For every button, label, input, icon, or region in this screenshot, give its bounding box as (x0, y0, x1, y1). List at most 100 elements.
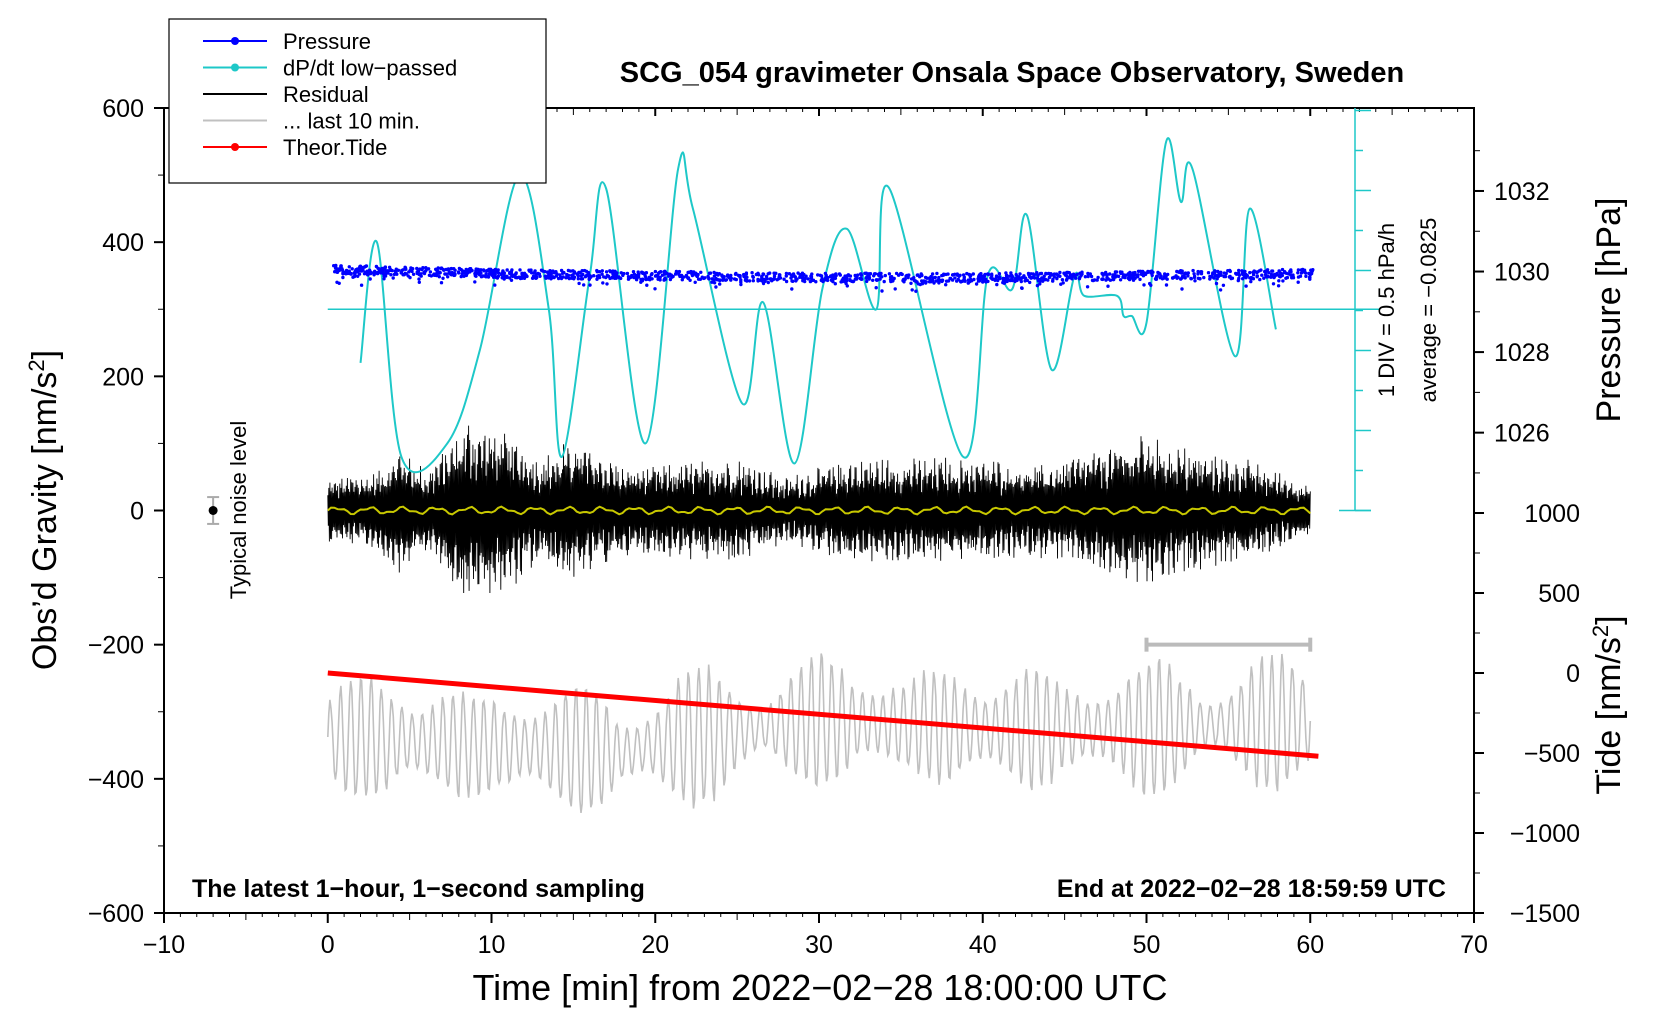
pressure-point (556, 276, 561, 281)
pressure-point (1193, 279, 1197, 283)
pressure-point (739, 278, 743, 282)
pressure-point (801, 275, 805, 279)
pressure-point (1288, 269, 1292, 274)
pressure-point (824, 273, 828, 277)
legend-label: dP/dt low−passed (283, 56, 457, 81)
pressure-point (1230, 276, 1235, 280)
pressure-point (718, 278, 722, 283)
pressure-point (756, 271, 760, 275)
pressure-point (1036, 279, 1041, 283)
pressure-point (1120, 270, 1124, 274)
pressure-point (1049, 272, 1053, 276)
pressure-point (457, 266, 462, 271)
pressure-point (820, 276, 824, 281)
y-axis-left-label: Obs’d Gravity [nm/s2] (24, 350, 64, 670)
pressure-point (473, 271, 477, 276)
pressure-point (559, 276, 564, 281)
pressure-point (1111, 277, 1115, 282)
pressure-point (761, 272, 766, 276)
pressure-point (853, 277, 858, 281)
pressure-point (1296, 280, 1300, 284)
pressure-point (387, 265, 392, 269)
pressure-point (597, 274, 601, 278)
pressure-point (1138, 277, 1142, 282)
pressure-point (1244, 284, 1248, 288)
pressure-point (679, 273, 684, 278)
pressure-point (875, 278, 879, 282)
pressure-point (552, 275, 556, 280)
pressure-point (937, 281, 941, 285)
last10-series (327, 653, 1312, 813)
y-tick-label: −200 (88, 632, 144, 660)
pressure-point (1064, 278, 1069, 282)
pressure-point (1155, 274, 1159, 278)
pressure-point (379, 268, 384, 272)
pressure-point (859, 272, 863, 276)
pressure-point (809, 276, 813, 281)
pressure-point (1304, 274, 1308, 278)
pressure-point (490, 273, 494, 277)
pressure-point (1276, 284, 1281, 288)
pressure-point (1146, 270, 1150, 275)
pressure-point (983, 272, 987, 277)
pressure-point (1118, 278, 1123, 282)
pressure-point (772, 271, 776, 275)
pressure-point (865, 279, 869, 284)
pressure-point (442, 268, 446, 272)
pressure-point (1249, 276, 1253, 281)
pressure-point (375, 271, 380, 276)
pressure-point (825, 278, 830, 283)
pressure-point (760, 279, 764, 283)
pressure-point (404, 267, 408, 271)
pressure-point (1002, 281, 1006, 285)
pressure-point (636, 270, 640, 274)
pressure-point (768, 277, 772, 281)
pressure-point (821, 279, 825, 284)
y-axis-pressure-label: Pressure [hPa] (1590, 198, 1628, 423)
pressure-point (1131, 278, 1136, 282)
legend-label: Residual (283, 82, 369, 107)
pressure-point (838, 273, 842, 277)
pressure-point (871, 278, 875, 282)
pressure-point (1222, 271, 1227, 275)
pressure-point (653, 287, 657, 291)
pressure-point (514, 271, 518, 275)
pressure-point (1078, 271, 1082, 275)
pressure-point (1214, 274, 1218, 278)
pressure-point (1035, 271, 1039, 275)
pressure-point (920, 273, 924, 278)
pressure-point (1018, 277, 1022, 281)
tide-tick-label: −1500 (1510, 900, 1580, 928)
pressure-point (351, 275, 355, 279)
pressure-point (500, 276, 504, 280)
pressure-point (1280, 267, 1285, 272)
pressure-point (784, 271, 789, 276)
pressure-point (437, 275, 441, 279)
pressure-point (1038, 271, 1043, 276)
pressure-point (784, 274, 788, 278)
average-label: average = −0.0825 (1416, 218, 1441, 403)
pressure-point (522, 274, 526, 278)
pressure-point (863, 271, 867, 275)
pressure-point (434, 267, 438, 271)
pressure-point (543, 269, 547, 274)
pressure-series (332, 263, 1315, 293)
pressure-point (888, 277, 893, 282)
pressure-point (839, 280, 843, 284)
pressure-point (714, 276, 718, 281)
pressure-point (796, 271, 800, 275)
pressure-point (961, 279, 965, 283)
pressure-point (459, 274, 463, 279)
pressure-point (814, 280, 818, 284)
pressure-point (1096, 275, 1100, 280)
pressure-point (359, 283, 364, 287)
pressure-point (559, 268, 564, 273)
pressure-point (745, 275, 749, 279)
pressure-point (1216, 269, 1220, 274)
pressure-point (993, 278, 997, 282)
pressure-point (714, 285, 718, 289)
x-tick-label: 30 (805, 931, 833, 959)
pressure-point (527, 268, 531, 272)
x-tick-label: 40 (969, 931, 997, 959)
